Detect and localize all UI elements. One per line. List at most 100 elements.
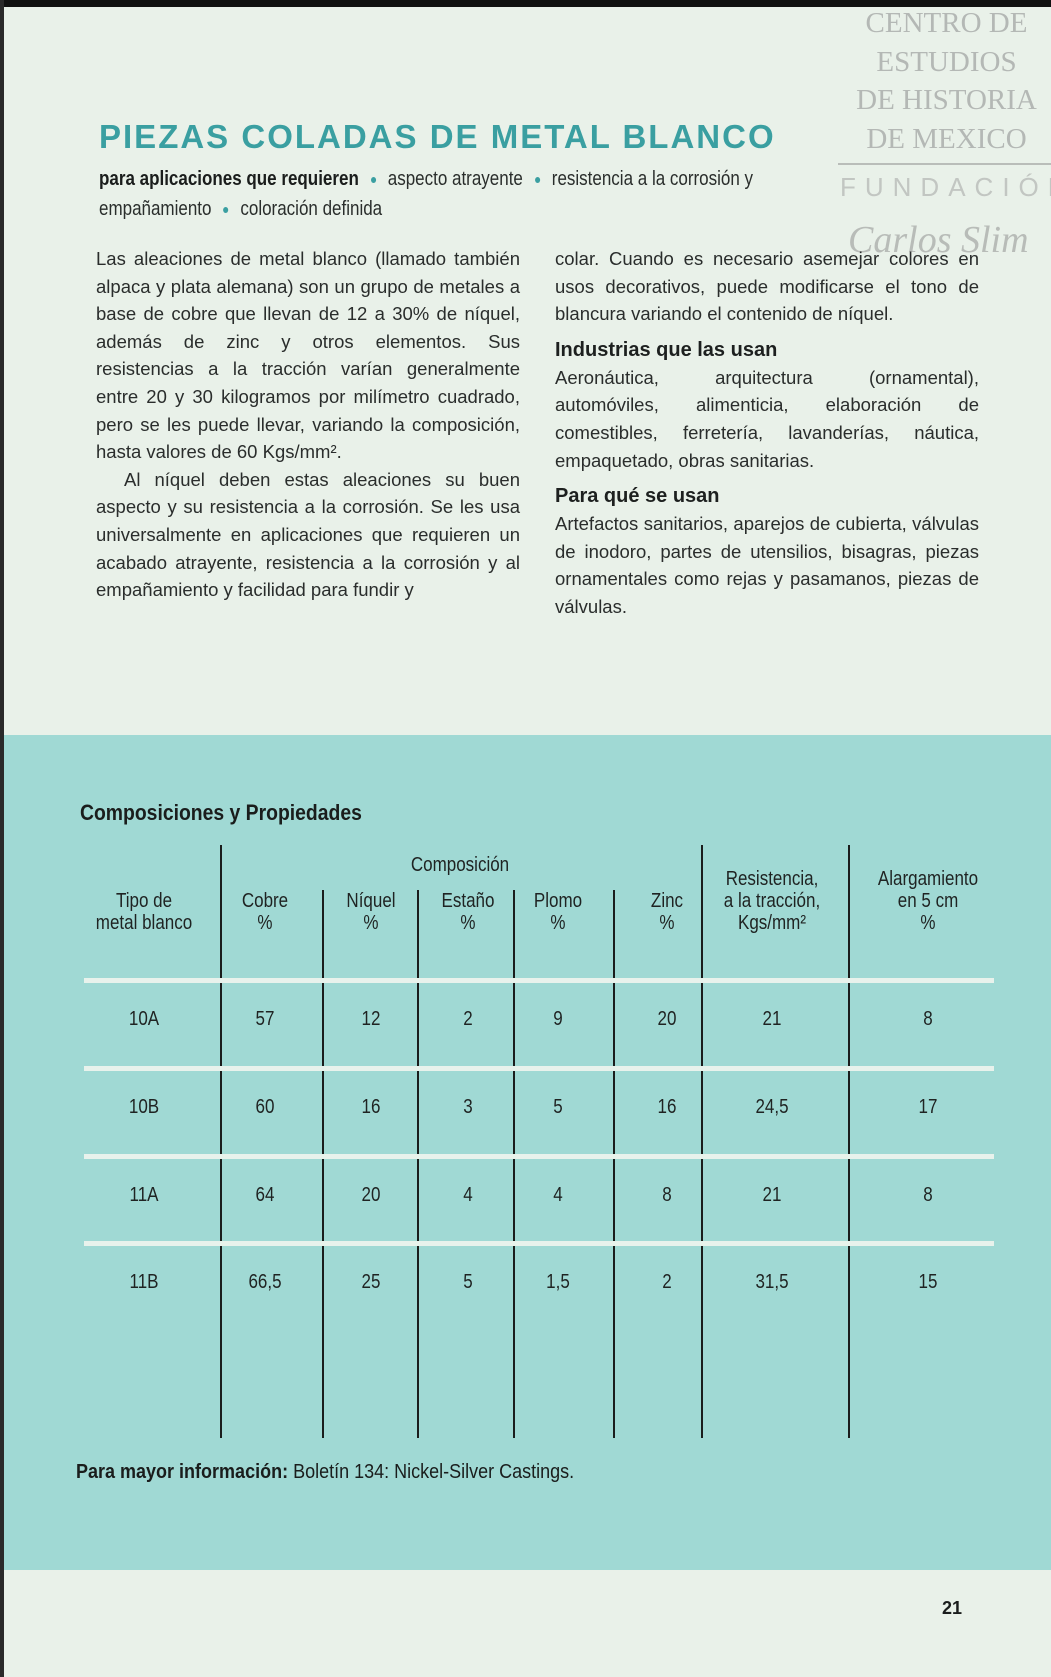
table-cell: 5: [553, 1096, 563, 1118]
table-cell: 11B: [129, 1271, 159, 1293]
subtitle-item: aspecto atrayente: [387, 168, 523, 190]
table-cell: 3: [463, 1096, 473, 1118]
subtitle-item: resistencia a la corrosión y: [551, 168, 754, 190]
table-cell: 10A: [128, 1008, 160, 1030]
column-header-line: Plomo: [533, 890, 583, 912]
column-header: Resistencia, a la tracción, Kgs/mm²: [717, 868, 828, 934]
column-divider: [322, 890, 324, 1438]
watermark-line: ESTUDIOS: [876, 45, 1017, 78]
watermark-line: CENTRO DE: [865, 7, 1028, 39]
column-divider: [417, 890, 419, 1438]
footer-note: Para mayor información: Boletín 134: Nic…: [76, 1461, 574, 1484]
paragraph: Al níquel deben estas aleaciones su buen…: [96, 468, 520, 601]
bullet-icon: [370, 176, 376, 183]
column-header: Estaño%: [430, 890, 507, 934]
watermark-line: DE MEXICO: [866, 122, 1027, 155]
subtitle-lead: para aplicaciones que requieren: [99, 168, 359, 190]
column-header: Plomo%: [520, 890, 597, 934]
table-cell: 5: [463, 1271, 473, 1293]
uses-text: Artefactos sanitarios, aparejos de cubie…: [555, 513, 979, 617]
column-header: Tipo de metal blanco: [89, 890, 200, 934]
page-title: PIEZAS COLADAS DE METAL BLANCO: [99, 118, 776, 155]
page-number: 21: [942, 1598, 963, 1618]
table-cell: 21: [762, 1008, 782, 1030]
column-header-line: metal blanco: [95, 912, 193, 934]
row-divider: [84, 1066, 994, 1071]
column-header-line: %: [659, 912, 675, 934]
column-header-line: %: [920, 912, 936, 934]
scan-left-edge: [0, 0, 4, 1677]
subtitle-line-1: para aplicaciones que requieren aspecto a…: [99, 168, 753, 191]
row-divider: [84, 1154, 994, 1159]
column-divider: [220, 845, 222, 1438]
table-cell: 20: [657, 1008, 677, 1030]
row-divider: [84, 978, 994, 983]
table-cell: 2: [662, 1271, 672, 1293]
row-divider: [84, 1241, 994, 1246]
column-header-line: %: [460, 912, 476, 934]
watermark-line: DE HISTORIA: [856, 84, 1037, 116]
table-cell: 9: [553, 1008, 563, 1030]
industries-heading: Industrias que las usan: [555, 338, 778, 361]
table-cell: 8: [662, 1184, 672, 1206]
table-cell: 4: [463, 1184, 473, 1206]
watermark-signature: Carlos Slim: [848, 219, 1029, 261]
column-header-line: Resistencia,: [725, 868, 819, 890]
right-column: colar. Cuando es necesario asemejar colo…: [555, 245, 979, 621]
table-cell: 12: [361, 1008, 381, 1030]
column-header-line: %: [257, 912, 273, 934]
column-header-line: a la tracción,: [723, 890, 821, 912]
column-header-line: en 5 cm: [897, 890, 959, 912]
paragraph: Las aleaciones de metal blanco (llamado …: [96, 248, 520, 463]
table-cell: 1,5: [546, 1271, 570, 1293]
column-header-line: Níquel: [346, 890, 396, 912]
table-cell: 16: [657, 1096, 677, 1118]
column-header: Cobre%: [227, 890, 304, 934]
watermark-fundacion: FUNDACIÓN: [840, 172, 1051, 202]
table-cell: 21: [762, 1184, 782, 1206]
note-label: Para mayor información:: [76, 1461, 289, 1483]
table-cell: 60: [255, 1096, 275, 1118]
subtitle-item: coloración definida: [240, 198, 383, 220]
column-header-line: Alargamiento: [877, 868, 979, 890]
watermark-text: CENTRO DE ESTUDIOS DE HISTORIA DE MEXICO: [842, 4, 1051, 158]
column-header-line: %: [363, 912, 379, 934]
bullet-icon: [534, 176, 540, 183]
table-cell: 15: [918, 1271, 938, 1293]
table-band: [4, 735, 1051, 1570]
table-cell: 64: [255, 1184, 275, 1206]
watermark-divider: [838, 163, 1051, 165]
column-divider: [848, 845, 850, 1438]
industries-text: Aeronáutica, arquitectura (ornamental), …: [555, 366, 979, 471]
table-cell: 11A: [129, 1184, 159, 1206]
column-header-line: Estaño: [441, 890, 495, 912]
table-cell: 57: [255, 1008, 275, 1030]
table-cell: 31,5: [755, 1271, 789, 1293]
table-cell: 25: [361, 1271, 381, 1293]
column-header: Zinc%: [629, 890, 706, 934]
table-cell: 66,5: [248, 1271, 282, 1293]
column-divider: [701, 845, 703, 1438]
table-cell: 16: [361, 1096, 381, 1118]
table-cell: 2: [463, 1008, 473, 1030]
table-cell: 10B: [128, 1096, 160, 1118]
group-header-composicion: Composición: [410, 854, 510, 876]
column-header-line: Kgs/mm²: [738, 912, 806, 934]
subtitle-line-2: empañamiento coloración definida: [99, 198, 382, 221]
column-header-line: %: [550, 912, 566, 934]
left-column: Las aleaciones de metal blanco (llamado …: [96, 245, 520, 604]
bullet-icon: [223, 206, 229, 213]
column-header: Alargamiento en 5 cm%: [873, 868, 984, 934]
column-header-line: Tipo de: [115, 890, 173, 912]
column-header-line: Zinc: [650, 890, 684, 912]
column-header: Níquel%: [333, 890, 410, 934]
table-cell: 17: [918, 1096, 938, 1118]
table-cell: 8: [923, 1184, 933, 1206]
table-title: Composiciones y Propiedades: [80, 800, 362, 825]
table-cell: 20: [361, 1184, 381, 1206]
column-divider: [613, 890, 615, 1438]
column-header-line: Cobre: [241, 890, 289, 912]
subtitle-item: empañamiento: [99, 198, 212, 220]
note-text: Boletín 134: Nickel-Silver Castings.: [288, 1461, 575, 1483]
table-cell: 4: [553, 1184, 563, 1206]
